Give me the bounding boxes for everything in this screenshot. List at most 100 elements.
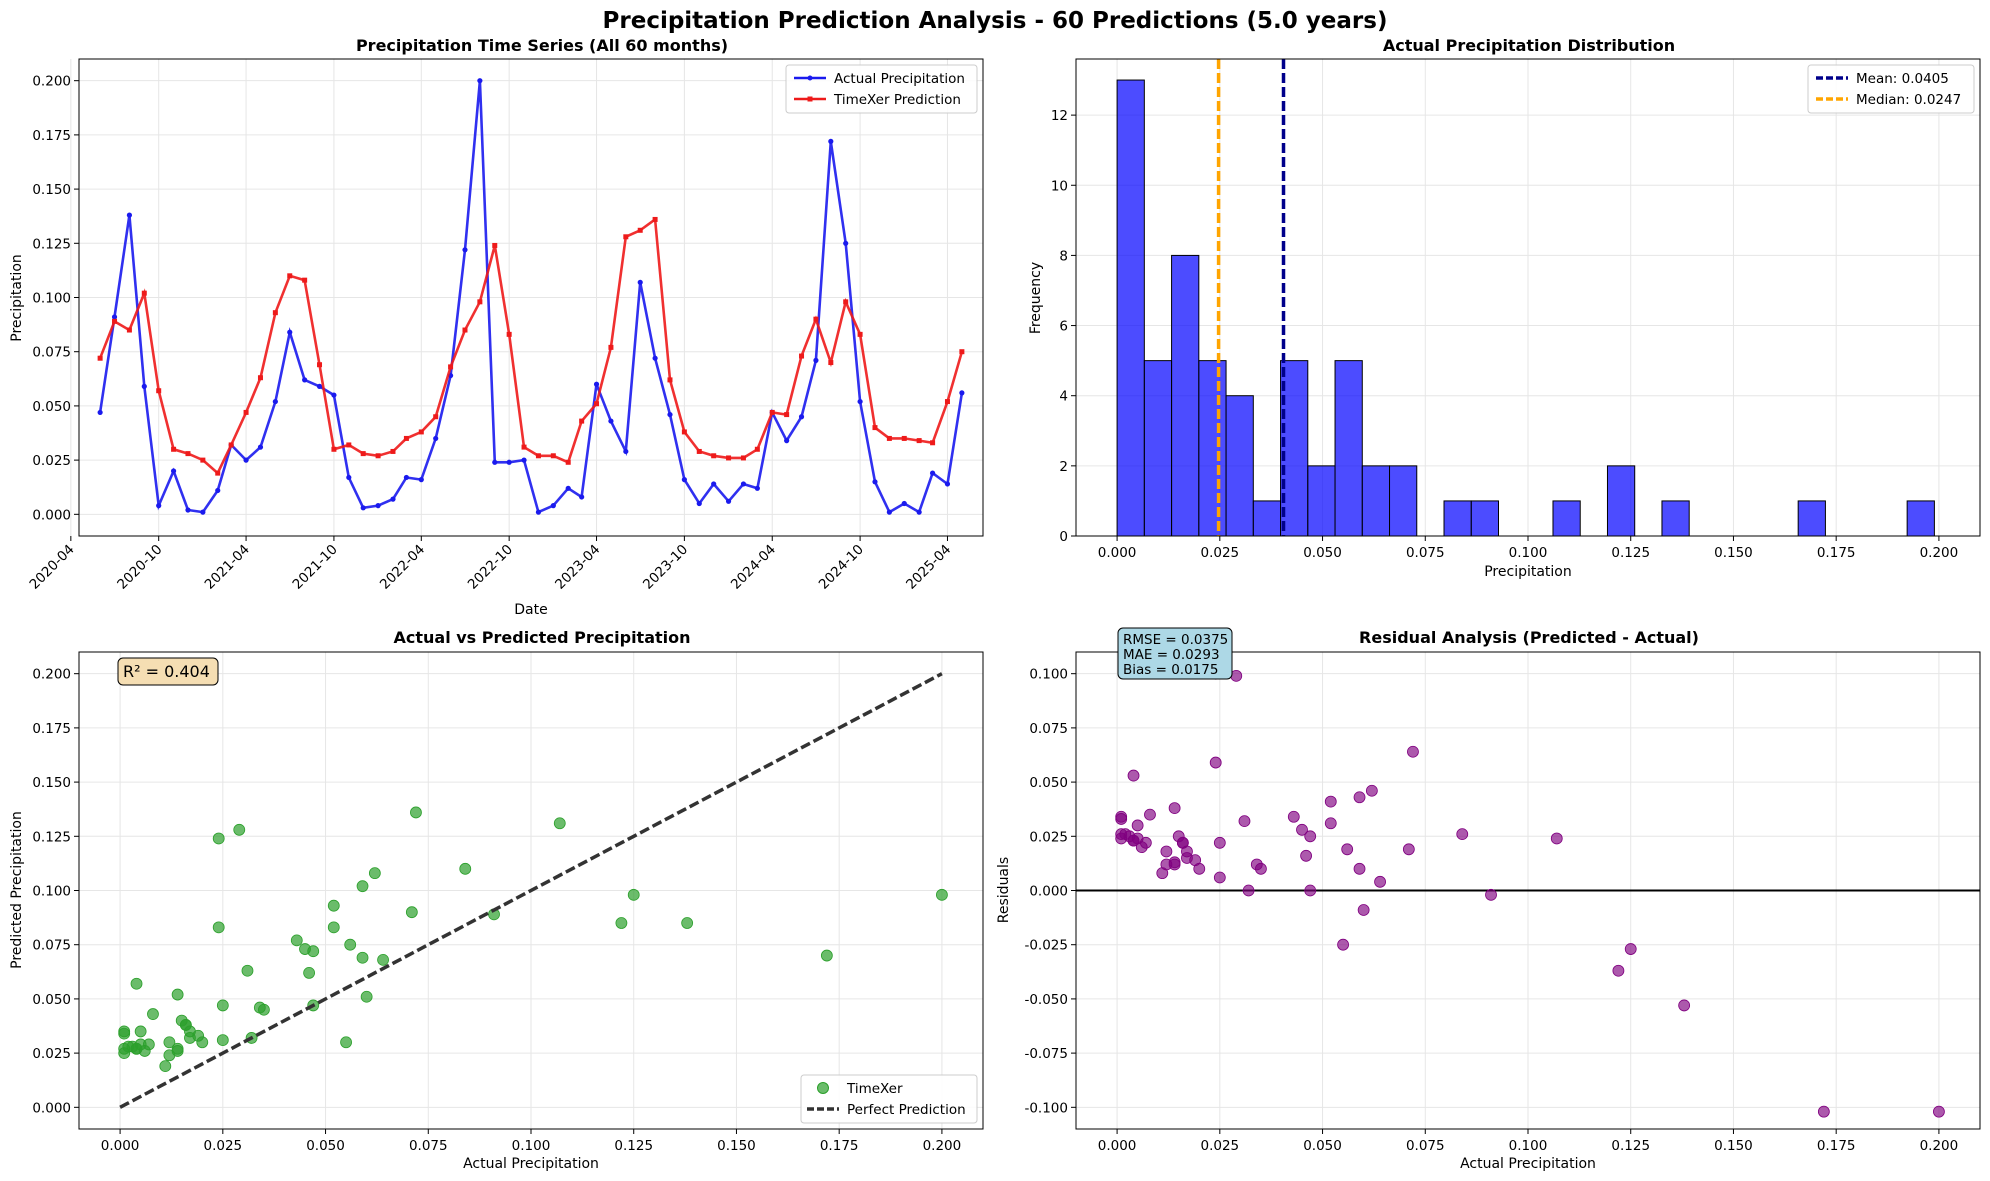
prediction-point (696, 448, 702, 454)
scatter-point (459, 862, 472, 875)
timeseries-ytick-label: 0.025 (32, 453, 71, 469)
residual-point (1337, 938, 1349, 951)
prediction-point (769, 409, 775, 415)
prediction-point (126, 327, 132, 333)
residuals-xtick-label: 0.075 (1406, 1138, 1445, 1154)
residual-point (1287, 810, 1300, 823)
actual-point (959, 390, 965, 396)
residuals-xtick-label: 0.200 (1920, 1138, 1959, 1154)
scatter-point (138, 1045, 151, 1057)
histogram-bar (1171, 254, 1200, 537)
residual-point (1168, 802, 1181, 815)
actual-point (813, 357, 819, 363)
actual-point (623, 448, 629, 455)
residual-point (1127, 769, 1140, 782)
residuals-xtick-label: 0.050 (1303, 1138, 1342, 1154)
actual-point (857, 398, 863, 405)
histogram-legend-box (1807, 64, 1975, 114)
actual-point (565, 485, 571, 491)
prediction-point (886, 435, 892, 441)
timeseries-ytick-label: 0.175 (32, 128, 71, 144)
actual-point (579, 494, 585, 500)
actual-point (828, 138, 834, 144)
residual-point (1353, 862, 1366, 875)
residuals-xlabel: Actual Precipitation (1460, 1156, 1596, 1172)
scatter-point (356, 880, 369, 893)
residuals-ytick-label: -0.100 (1024, 1100, 1068, 1116)
prediction-point (433, 414, 439, 420)
residual-point (1365, 784, 1378, 797)
perfect-prediction-line (119, 672, 943, 1109)
scatter-ytick-label: 0.200 (32, 667, 71, 683)
scatter-xtick-label: 0.075 (409, 1138, 448, 1154)
scatter-point (327, 899, 340, 912)
histogram-xtick-label: 0.175 (1817, 545, 1856, 561)
histogram-ytick-label: 2 (1059, 459, 1068, 475)
actual-point (97, 409, 103, 416)
actual-point (418, 477, 424, 483)
actual-point (316, 383, 323, 389)
histogram-panel: Actual Precipitation Distribution 0.000 0… (1028, 36, 1981, 580)
scatter-point (175, 1014, 188, 1027)
residuals-xtick-label: 0.100 (1509, 1138, 1548, 1154)
residual-point (1624, 943, 1637, 955)
histogram-ytick-label: 12 (1051, 108, 1068, 124)
prediction-point (594, 401, 600, 407)
legend-actual-label: Actual Precipitation (834, 71, 965, 87)
residuals-title: Residual Analysis (Predicted - Actual) (1359, 628, 1699, 647)
prediction-point (346, 442, 352, 448)
scatter-ylabel: Predicted Precipitation (9, 811, 25, 969)
prediction-point (916, 438, 922, 444)
prediction-point (97, 355, 103, 361)
actual-point (521, 457, 527, 463)
scatter-point (615, 917, 628, 929)
histogram-bar (1470, 500, 1499, 537)
histogram-bar (1606, 465, 1636, 537)
timeseries-xtick-label: 2023-10 (640, 542, 691, 593)
timeseries-xtick-label: 2023-04 (552, 542, 603, 593)
metrics-mae: MAE = 0.0293 (1123, 647, 1220, 663)
actual-point (740, 481, 747, 487)
legend-prediction-marker (807, 96, 813, 102)
residuals-ylabel: Residuals (996, 857, 1012, 923)
legend-prediction-label: TimeXer Prediction (833, 92, 961, 108)
timeseries-xtick-label: 2021-10 (290, 542, 341, 593)
histogram-bar (1906, 500, 1935, 537)
scatter-point (134, 1025, 147, 1038)
scatter-ytick-label: 0.025 (32, 1046, 71, 1062)
scatter-xlabel: Actual Precipitation (463, 1156, 599, 1172)
timeseries-ytick-label: 0.200 (32, 74, 71, 90)
residual-point (1213, 836, 1226, 849)
residual-point (1612, 964, 1625, 977)
histogram-bar (1552, 500, 1581, 537)
actual-point (637, 279, 643, 285)
residual-point (1189, 854, 1202, 867)
histogram-bar (1334, 360, 1363, 537)
actual-point (257, 444, 264, 450)
scatter-point (936, 888, 948, 901)
timeseries-title: Precipitation Time Series (All 60 months… (356, 36, 728, 55)
scatter-ytick-label: 0.175 (32, 721, 71, 737)
timeseries-xtick-label: 2021-04 (202, 542, 253, 593)
scatter-xtick-label: 0.050 (306, 1138, 345, 1154)
scatter-point (212, 832, 225, 845)
residual-point (1131, 819, 1144, 832)
legend-perfect-label: Perfect Prediction (847, 1102, 966, 1118)
timeseries-xtick-label: 2022-04 (377, 542, 428, 593)
timeseries-ytick-label: 0.075 (32, 345, 71, 361)
prediction-point (418, 429, 424, 435)
residual-point (1407, 745, 1419, 758)
scatter-point (233, 823, 246, 836)
scatter-point (356, 951, 369, 964)
residual-point (1324, 795, 1337, 808)
residual-point (1341, 843, 1354, 856)
prediction-point (272, 310, 278, 316)
histogram-bar (1307, 465, 1336, 537)
actual-point (272, 398, 278, 405)
actual-point (126, 212, 133, 218)
actual-point (681, 477, 687, 483)
residuals-ytick-label: -0.050 (1024, 992, 1068, 1008)
scatter-point (627, 888, 640, 901)
scatter-point (303, 966, 316, 979)
prediction-point (565, 459, 571, 465)
